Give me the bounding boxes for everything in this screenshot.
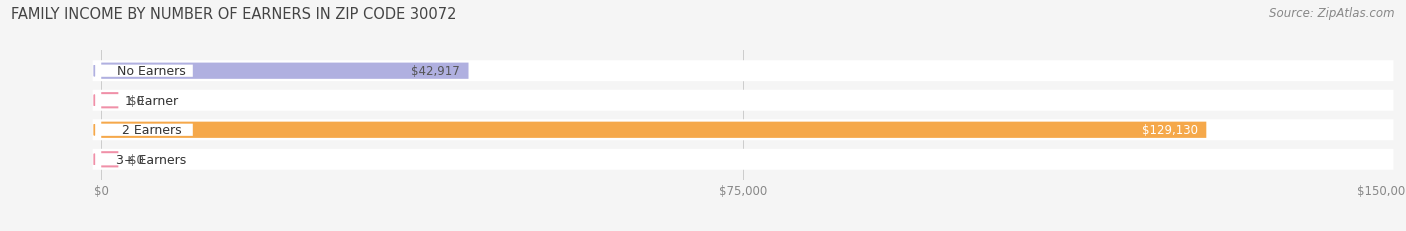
Text: 2 Earners: 2 Earners	[122, 124, 181, 137]
FancyBboxPatch shape	[93, 149, 1393, 170]
Text: FAMILY INCOME BY NUMBER OF EARNERS IN ZIP CODE 30072: FAMILY INCOME BY NUMBER OF EARNERS IN ZI…	[11, 7, 457, 22]
FancyBboxPatch shape	[94, 95, 193, 107]
FancyBboxPatch shape	[94, 65, 193, 77]
FancyBboxPatch shape	[101, 93, 118, 109]
Text: No Earners: No Earners	[117, 65, 186, 78]
Text: 1 Earner: 1 Earner	[125, 94, 179, 107]
FancyBboxPatch shape	[93, 120, 1393, 141]
Text: $0: $0	[128, 94, 143, 107]
FancyBboxPatch shape	[101, 152, 118, 168]
FancyBboxPatch shape	[93, 61, 1393, 82]
FancyBboxPatch shape	[101, 63, 468, 79]
Text: $42,917: $42,917	[411, 65, 460, 78]
FancyBboxPatch shape	[101, 122, 1206, 138]
FancyBboxPatch shape	[93, 90, 1393, 111]
Text: Source: ZipAtlas.com: Source: ZipAtlas.com	[1270, 7, 1395, 20]
FancyBboxPatch shape	[94, 154, 193, 166]
Text: 3+ Earners: 3+ Earners	[117, 153, 187, 166]
Text: $129,130: $129,130	[1142, 124, 1198, 137]
Text: $0: $0	[128, 153, 143, 166]
FancyBboxPatch shape	[94, 124, 193, 136]
